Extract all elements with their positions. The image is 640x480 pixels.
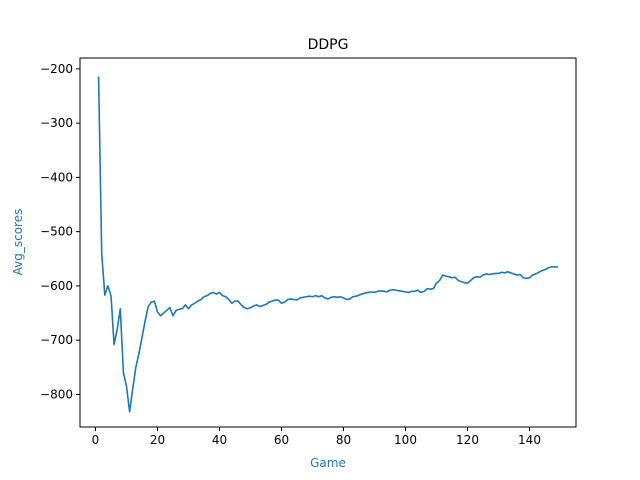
- chart-title: DDPG: [308, 37, 349, 53]
- x-tick-label: 80: [336, 433, 351, 447]
- y-tick-label: −300: [40, 116, 73, 130]
- x-tick-label: 140: [518, 433, 541, 447]
- series-line-avg-scores: [97, 76, 559, 413]
- plot-frame: [79, 57, 577, 428]
- series-layer: [97, 76, 559, 413]
- y-tick-label: −200: [40, 62, 73, 76]
- y-tick-label: −600: [40, 279, 73, 293]
- y-tick-label: −700: [40, 333, 73, 347]
- x-tick-label: 120: [456, 433, 479, 447]
- x-axis-ticks: 0 20 40 60 80 100 120 140: [92, 427, 541, 447]
- x-tick-label: 40: [212, 433, 227, 447]
- y-tick-label: −400: [40, 170, 73, 184]
- x-tick-label: 0: [92, 433, 100, 447]
- y-axis-ticks: −200 −300 −400 −500 −600 −700 −800: [40, 62, 80, 401]
- y-tick-label: −800: [40, 387, 73, 401]
- x-axis-label: Game: [310, 456, 346, 470]
- x-tick-label: 60: [274, 433, 289, 447]
- y-axis-label: Avg_scores: [11, 209, 25, 276]
- y-tick-label: −500: [40, 225, 73, 239]
- x-tick-label: 20: [150, 433, 165, 447]
- x-tick-label: 100: [394, 433, 417, 447]
